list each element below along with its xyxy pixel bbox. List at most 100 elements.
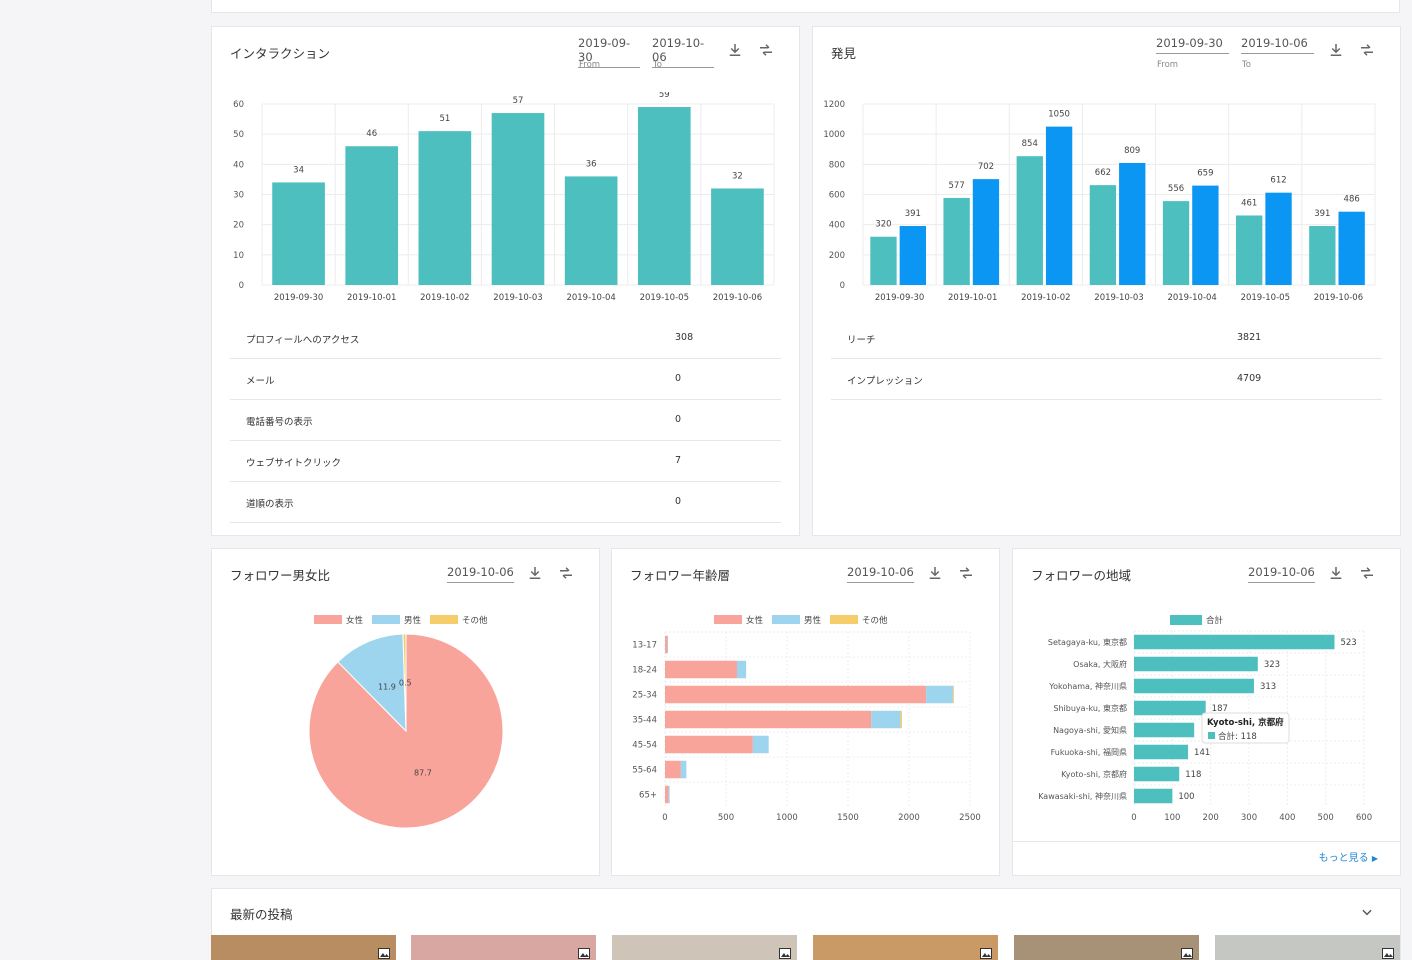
data-label: 320 <box>875 220 891 230</box>
bar <box>1134 700 1206 716</box>
download-icon[interactable] <box>726 41 744 59</box>
discovery-from-date[interactable]: 2019-09-30 <box>1156 36 1229 54</box>
y-tick-label: Setagaya-ku, 東京都 <box>1048 637 1127 647</box>
more-link-label[interactable]: もっと見る <box>1318 853 1369 864</box>
region-title: フォロワーの地域 <box>1031 568 1132 583</box>
data-label: 187 <box>1212 704 1228 714</box>
tooltip-title: Kyoto-shi, 京都府 <box>1207 717 1284 728</box>
bar <box>345 146 399 285</box>
region-date[interactable]: 2019-10-06 <box>1248 565 1315 583</box>
download-icon[interactable] <box>1327 564 1345 582</box>
post-thumbnail[interactable] <box>1215 935 1400 960</box>
legend-swatch <box>830 615 858 624</box>
post-thumbnail[interactable] <box>612 935 797 960</box>
gender-card: フォロワー男女比 2019-10-06 女性 男性 その他 87.7 11.9 0.5 <box>211 548 600 876</box>
bar <box>943 197 970 285</box>
gender-date[interactable]: 2019-10-06 <box>447 565 514 583</box>
interaction-from-label: From <box>579 60 601 70</box>
bar-segment <box>952 685 954 704</box>
age-title: フォロワー年齢層 <box>630 568 731 583</box>
y-tick-label: 600 <box>829 191 845 201</box>
image-icon <box>779 944 791 959</box>
caret-right-icon: ▶ <box>1371 854 1378 863</box>
compare-icon[interactable] <box>1358 564 1376 582</box>
bar <box>1134 678 1254 694</box>
slice-label: 87.7 <box>414 768 432 777</box>
metric-value: 308 <box>675 332 694 343</box>
legend-swatch <box>372 615 400 624</box>
data-label: 486 <box>1344 195 1360 205</box>
bar <box>972 179 1000 285</box>
y-tick-label: 400 <box>829 221 845 231</box>
download-icon[interactable] <box>526 564 544 582</box>
metric-value: 0 <box>675 414 682 425</box>
y-tick-label: 55-64 <box>632 766 657 776</box>
discovery-to-date[interactable]: 2019-10-06 <box>1241 36 1314 54</box>
x-tick-label: 200 <box>1203 813 1219 823</box>
discovery-card: 発見 2019-09-30 From 2019-10-06 To 0 200 400… <box>812 26 1401 536</box>
slice-label: 0.5 <box>399 679 412 688</box>
data-label: 556 <box>1168 184 1184 194</box>
x-tick-label: 2019-09-30 <box>274 293 323 303</box>
chevron-down-icon[interactable] <box>1360 904 1374 918</box>
y-tick-label: 30 <box>233 191 244 201</box>
bar <box>1016 156 1043 285</box>
y-tick-label: Nagoya-shi, 愛知県 <box>1053 725 1127 735</box>
post-thumbnail[interactable] <box>813 935 998 960</box>
x-tick-label: 2019-10-06 <box>713 293 762 303</box>
bar-segment <box>665 660 737 679</box>
x-tick-label: 0 <box>1131 813 1136 823</box>
legend-swatch <box>772 615 800 624</box>
y-tick-label: 25-34 <box>632 691 657 701</box>
latest-posts-card: 最新の投稿 <box>211 888 1401 960</box>
y-tick-label: Fukuoka-shi, 福岡県 <box>1051 748 1127 757</box>
top-card <box>211 0 1400 13</box>
x-tick-label: 2019-10-05 <box>640 293 689 303</box>
interaction-from-date[interactable]: 2019-09-30 <box>578 36 640 68</box>
post-thumbnail[interactable] <box>211 935 396 960</box>
compare-icon[interactable] <box>1358 41 1376 59</box>
gender-title: フォロワー男女比 <box>230 568 331 583</box>
pie-slice <box>402 633 407 732</box>
metric-row: メール 0 <box>230 359 781 400</box>
download-icon[interactable] <box>1327 41 1345 59</box>
x-tick-label: 2019-10-03 <box>1094 293 1143 303</box>
metric-row: インプレッション 4709 <box>831 359 1382 400</box>
post-thumbnail[interactable] <box>1014 935 1199 960</box>
data-label: 313 <box>1260 682 1276 692</box>
download-icon[interactable] <box>926 564 944 582</box>
bar-segment <box>665 710 872 729</box>
x-tick-label: 2019-10-02 <box>420 293 469 303</box>
x-tick-label: 1000 <box>776 813 798 823</box>
metric-label: プロフィールへのアクセス <box>246 335 360 346</box>
y-tick-label: 50 <box>233 130 244 140</box>
legend-label: 男性 <box>804 615 822 626</box>
x-tick-label: 2019-10-01 <box>948 293 997 303</box>
pie-slice <box>337 633 407 733</box>
metric-label: メール <box>246 376 275 387</box>
metric-label: リーチ <box>847 335 876 346</box>
image-icon <box>980 944 992 959</box>
compare-icon[interactable] <box>957 564 975 582</box>
metric-row: リーチ 3821 <box>831 318 1382 359</box>
metric-label: ウェブサイトクリック <box>246 458 342 469</box>
x-tick-label: 2500 <box>959 813 981 823</box>
data-label: 59 <box>659 92 670 100</box>
bar-segment <box>665 735 753 754</box>
bar-segment <box>665 760 681 779</box>
x-tick-label: 600 <box>1356 813 1372 823</box>
bar-segment <box>667 635 669 654</box>
compare-icon[interactable] <box>557 564 575 582</box>
post-thumbnail[interactable] <box>411 935 596 960</box>
more-link[interactable]: もっと見る ▶ <box>1319 849 1378 864</box>
bar <box>711 188 764 285</box>
age-date[interactable]: 2019-10-06 <box>847 565 914 583</box>
bar <box>1265 192 1292 285</box>
y-tick-label: 10 <box>233 251 244 261</box>
discovery-chart: 0 200 400 600 800 1000 1200 2019-09-30 2019-10-0… <box>823 100 1376 303</box>
data-label: 51 <box>439 114 450 124</box>
bar <box>418 131 472 285</box>
bar <box>272 182 325 285</box>
interaction-to-date[interactable]: 2019-10-06 <box>652 36 714 68</box>
compare-icon[interactable] <box>757 41 775 59</box>
